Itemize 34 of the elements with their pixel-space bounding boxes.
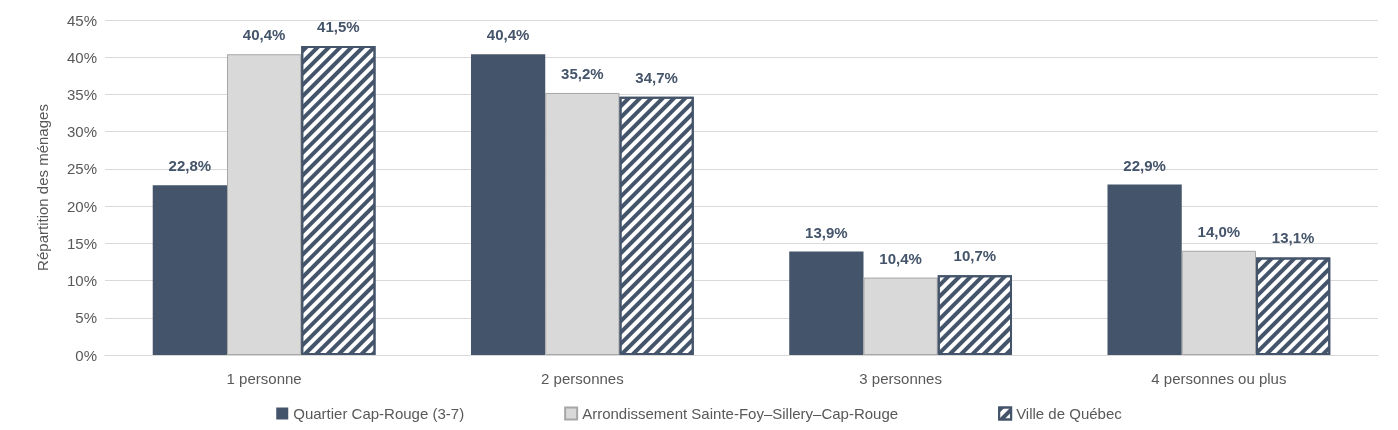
y-tick-label: 0% [75,346,97,364]
legend-label: Quartier Cap-Rouge (3-7) [293,405,465,422]
y-axis-title: Répartition des ménages [34,104,51,271]
data-label: 41,5% [317,18,360,36]
y-tick-label: 40% [66,48,97,66]
y-tick-label: 25% [66,160,97,178]
data-label: 10,4% [879,249,922,267]
y-tick-label: 35% [66,85,97,103]
data-label: 13,1% [1271,229,1315,247]
data-label: 35,2% [561,64,604,82]
x-tick-label: 1 personne [226,370,302,387]
y-tick-label: 30% [66,123,97,141]
legend-label: Arrondissement Sainte-Foy–Sillery–Cap-Rouge [582,405,899,422]
data-label: 34,7% [635,68,678,86]
y-tick-label: 10% [66,272,97,290]
x-tick-label: 4 personnes ou plus [1151,370,1287,387]
data-label: 22,9% [1123,156,1166,174]
data-label: 14,0% [1197,222,1241,240]
bar [470,54,546,355]
y-tick-label: 20% [66,197,97,215]
y-tick-label: 15% [66,234,97,252]
bar [1107,184,1182,355]
data-label: 13,9% [805,223,848,241]
bar [789,251,864,355]
data-label: 22,8% [168,157,212,175]
data-label: 10,7% [953,247,997,265]
data-label: 40,4% [486,26,530,44]
bar [152,185,227,355]
x-tick-label: 3 personnes [859,370,942,387]
y-tick-label: 45% [66,11,97,29]
data-label: 40,4% [242,26,286,44]
y-tick-label: 5% [75,309,97,327]
legend-label: Ville de Québec [1016,405,1123,422]
x-tick-label: 2 personnes [541,370,624,387]
